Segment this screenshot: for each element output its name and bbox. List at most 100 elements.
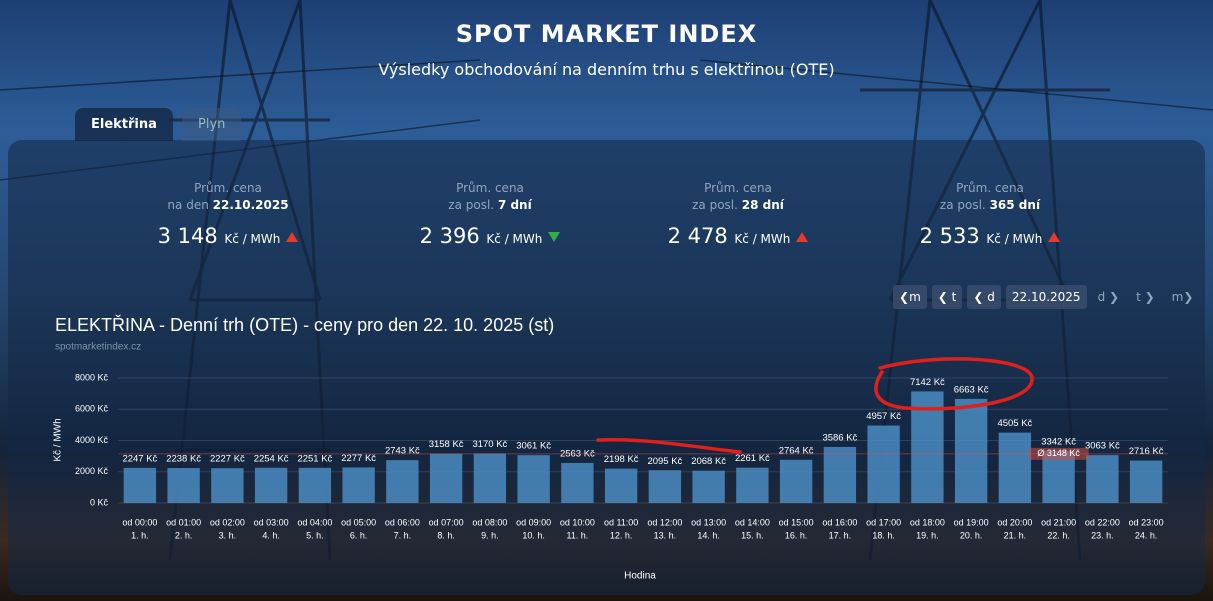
bar xyxy=(561,463,593,503)
bar xyxy=(780,460,812,503)
value-label: 2254 Kč xyxy=(254,453,289,464)
x-tick-sublabel: 10. h. xyxy=(522,530,545,540)
value-label: 2743 Kč xyxy=(385,446,420,457)
y-tick-label: 6000 Kč xyxy=(75,404,109,414)
x-tick-label: od 11:00 xyxy=(604,517,638,527)
value-label: 2716 Kč xyxy=(1129,446,1164,457)
x-tick-label: od 05:00 xyxy=(341,517,376,527)
value-label: 2251 Kč xyxy=(297,453,332,464)
plot: 0 Kč 2000 Kč 4000 Kč 6000 Kč 8000 Kč 2247 Kč o… xyxy=(75,372,1168,540)
x-tick-sublabel: 20. h. xyxy=(960,530,983,540)
x-tick-label: od 02:00 xyxy=(210,517,245,527)
value-label: 2238 Kč xyxy=(166,454,201,465)
x-tick-label: od 15:00 xyxy=(779,517,814,527)
x-tick-label: od 22:00 xyxy=(1085,517,1120,527)
chart-title: ELEKTŘINA - Denní trh (OTE) - ceny pro d… xyxy=(55,315,554,335)
value-label: 2227 Kč xyxy=(210,454,245,465)
bar xyxy=(736,468,768,503)
x-tick-sublabel: 15. h. xyxy=(741,530,764,540)
x-tick-sublabel: 23. h. xyxy=(1091,530,1114,540)
x-tick-label: od 12:00 xyxy=(647,517,682,527)
value-label: 2261 Kč xyxy=(735,453,770,464)
bar xyxy=(692,471,724,503)
bar xyxy=(124,468,156,503)
x-tick-sublabel: 2. h. xyxy=(175,530,193,540)
x-tick-sublabel: 6. h. xyxy=(350,530,368,540)
x-tick-sublabel: 14. h. xyxy=(697,530,720,540)
x-tick-label: od 08:00 xyxy=(472,517,507,527)
bar xyxy=(605,469,637,503)
x-tick-sublabel: 1. h. xyxy=(131,530,149,540)
x-tick-sublabel: 18. h. xyxy=(872,530,895,540)
bar xyxy=(299,468,331,503)
x-tick-sublabel: 8. h. xyxy=(437,530,455,540)
x-tick-sublabel: 24. h. xyxy=(1135,530,1158,540)
bar xyxy=(867,426,899,503)
bar xyxy=(211,468,243,503)
bar xyxy=(824,447,856,503)
x-tick-label: od 07:00 xyxy=(429,517,464,527)
x-tick-label: od 10:00 xyxy=(560,517,595,527)
bar xyxy=(386,460,418,503)
x-tick-sublabel: 3. h. xyxy=(219,530,237,540)
bar xyxy=(342,467,374,503)
bar xyxy=(517,455,549,503)
x-tick-label: od 13:00 xyxy=(691,517,726,527)
x-tick-label: od 14:00 xyxy=(735,517,770,527)
bar xyxy=(1130,461,1162,503)
bar xyxy=(430,454,462,503)
x-tick-label: od 00:00 xyxy=(122,517,157,527)
y-tick-label: 2000 Kč xyxy=(75,466,109,476)
value-label: 3170 Kč xyxy=(472,439,507,450)
x-tick-sublabel: 22. h. xyxy=(1047,530,1070,540)
x-tick-sublabel: 12. h. xyxy=(610,530,633,540)
x-tick-sublabel: 5. h. xyxy=(306,530,324,540)
bar xyxy=(1086,455,1118,503)
value-label: 4957 Kč xyxy=(866,411,901,422)
value-label: 2247 Kč xyxy=(122,453,157,464)
chart: ELEKTŘINA - Denní trh (OTE) - ceny pro d… xyxy=(0,0,1213,601)
value-label: 6663 Kč xyxy=(954,384,989,395)
x-tick-label: od 23:00 xyxy=(1129,517,1164,527)
bar xyxy=(474,453,506,503)
x-tick-label: od 19:00 xyxy=(954,517,989,527)
value-label: 7142 Kč xyxy=(910,377,945,388)
x-tick-label: od 01:00 xyxy=(166,517,201,527)
x-tick-label: od 03:00 xyxy=(254,517,289,527)
y-axis-title: Kč / MWh xyxy=(53,418,64,461)
bar xyxy=(649,470,681,503)
x-tick-sublabel: 19. h. xyxy=(916,530,939,540)
x-tick-label: od 04:00 xyxy=(297,517,332,527)
value-label: 3158 Kč xyxy=(429,439,464,450)
x-tick-sublabel: 17. h. xyxy=(829,530,852,540)
value-label: 2277 Kč xyxy=(341,453,376,464)
page: SPOT MARKET INDEX Výsledky obchodování n… xyxy=(0,0,1213,601)
y-tick-label: 8000 Kč xyxy=(75,372,109,382)
bar xyxy=(955,399,987,503)
x-tick-label: od 17:00 xyxy=(866,517,901,527)
x-tick-label: od 21:00 xyxy=(1041,517,1076,527)
bar xyxy=(999,433,1031,503)
x-tick-label: od 20:00 xyxy=(997,517,1032,527)
value-label: 3586 Kč xyxy=(822,432,857,443)
bar xyxy=(255,468,287,503)
value-label: 3061 Kč xyxy=(516,441,551,452)
x-tick-label: od 09:00 xyxy=(516,517,551,527)
x-tick-sublabel: 9. h. xyxy=(481,530,499,540)
value-label: 2764 Kč xyxy=(779,445,814,456)
y-tick-label: 4000 Kč xyxy=(75,435,109,445)
x-axis-title: Hodina xyxy=(624,571,656,582)
value-label: 3063 Kč xyxy=(1085,441,1120,452)
x-tick-label: od 16:00 xyxy=(822,517,857,527)
x-tick-sublabel: 16. h. xyxy=(785,530,808,540)
x-tick-sublabel: 7. h. xyxy=(394,530,412,540)
y-tick-label: 0 Kč xyxy=(90,497,109,507)
value-label: 4505 Kč xyxy=(997,418,1032,429)
x-tick-label: od 18:00 xyxy=(910,517,945,527)
average-label: Ø 3148 Kč xyxy=(1037,448,1080,458)
value-label: 2068 Kč xyxy=(691,456,726,467)
x-tick-sublabel: 21. h. xyxy=(1004,530,1027,540)
x-tick-sublabel: 13. h. xyxy=(654,530,677,540)
value-label: 2198 Kč xyxy=(604,454,639,465)
chart-subtitle: spotmarketindex.cz xyxy=(55,342,141,353)
